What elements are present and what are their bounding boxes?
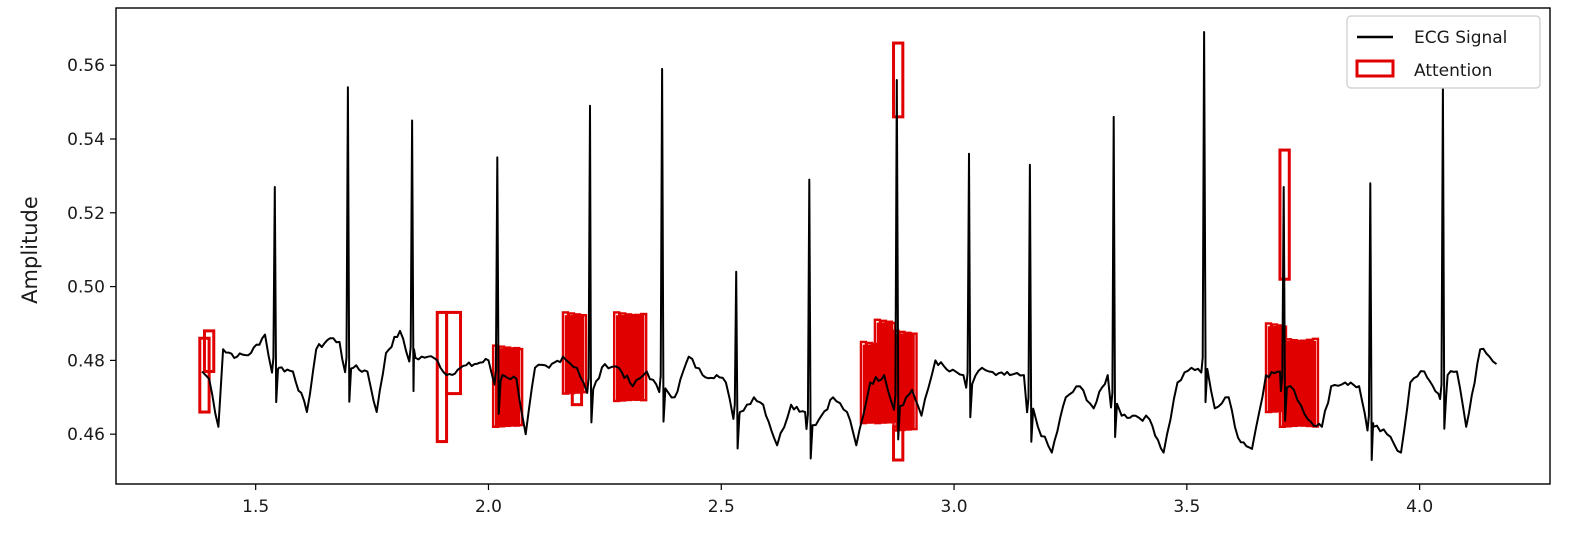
x-tick-label: 2.5 xyxy=(708,497,735,517)
y-tick-label: 0.52 xyxy=(67,204,105,224)
legend-label-ecg: ECG Signal xyxy=(1414,28,1507,48)
y-tick-label: 0.48 xyxy=(67,351,105,371)
x-axis: 1.5 2.0 2.5 3.0 3.5 4.0 xyxy=(242,484,1433,517)
attention-box xyxy=(892,41,905,119)
x-tick-label: 3.0 xyxy=(941,497,968,517)
x-tick-label: 1.5 xyxy=(242,497,269,517)
attention-box xyxy=(570,347,584,407)
x-tick-label: 2.0 xyxy=(475,497,502,517)
y-axis: 0.46 0.48 0.50 0.52 0.54 0.56 xyxy=(67,56,116,445)
y-tick-label: 0.54 xyxy=(67,130,105,150)
legend-swatch-attention xyxy=(1355,59,1395,78)
x-tick-label: 3.5 xyxy=(1173,497,1200,517)
legend-label-attention: Attention xyxy=(1414,61,1492,81)
y-tick-label: 0.46 xyxy=(67,425,105,445)
attention-box xyxy=(445,310,463,396)
y-axis-label: Amplitude xyxy=(18,196,42,304)
attention-regions xyxy=(198,41,1320,462)
attention-box xyxy=(202,329,216,373)
x-tick-label: 4.0 xyxy=(1406,497,1433,517)
attention-box xyxy=(910,332,918,431)
y-tick-label: 0.56 xyxy=(67,56,105,76)
attention-box xyxy=(639,312,648,402)
legend-box xyxy=(1346,15,1541,89)
plot-frame xyxy=(115,7,1551,485)
y-tick-label: 0.50 xyxy=(67,278,105,298)
ecg-series xyxy=(201,31,1498,461)
legend: ECG Signal Attention xyxy=(1346,15,1541,89)
ecg-line xyxy=(201,31,1498,461)
